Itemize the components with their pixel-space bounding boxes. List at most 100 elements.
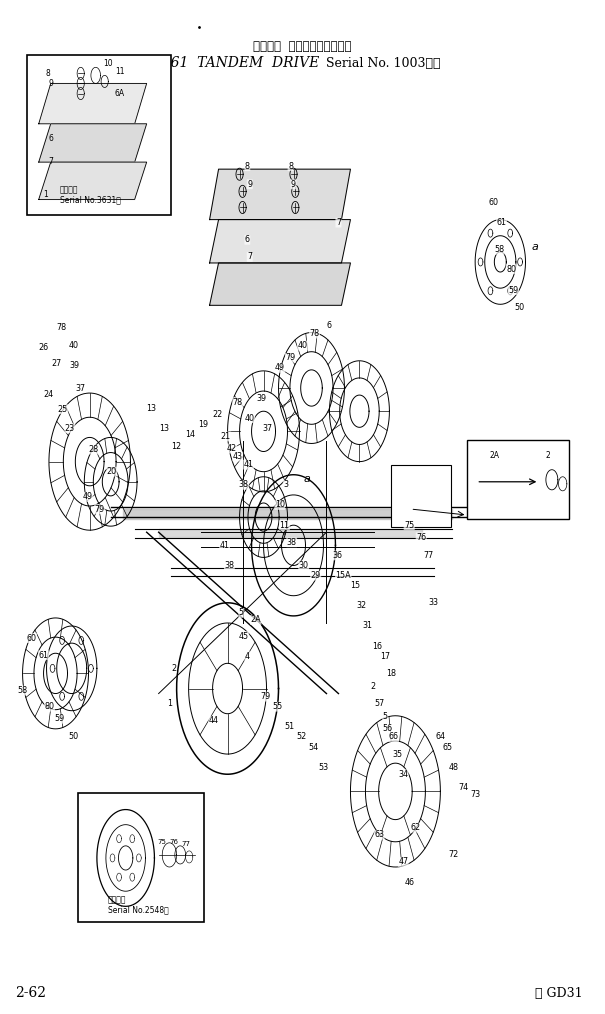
Text: 38: 38 bbox=[224, 561, 234, 570]
Text: 13: 13 bbox=[160, 424, 169, 433]
Text: 76: 76 bbox=[169, 839, 178, 845]
Text: 6: 6 bbox=[327, 321, 332, 330]
Text: Ⓑ GD31: Ⓑ GD31 bbox=[535, 987, 583, 1000]
Text: 9: 9 bbox=[48, 79, 53, 88]
Text: 15A: 15A bbox=[335, 571, 351, 580]
Text: 73: 73 bbox=[470, 790, 480, 799]
Text: 40: 40 bbox=[68, 341, 79, 350]
Text: 1: 1 bbox=[167, 699, 172, 708]
Text: 60: 60 bbox=[488, 198, 498, 207]
Text: 20: 20 bbox=[107, 467, 117, 477]
Text: 61: 61 bbox=[39, 651, 48, 660]
Text: 19: 19 bbox=[198, 420, 209, 429]
Text: 39: 39 bbox=[257, 393, 267, 403]
Text: 79: 79 bbox=[260, 693, 270, 701]
Bar bbox=[467, 440, 569, 519]
Text: 58: 58 bbox=[494, 245, 504, 255]
Text: 77: 77 bbox=[181, 841, 190, 847]
Text: 30: 30 bbox=[299, 561, 309, 570]
Text: 78: 78 bbox=[233, 397, 243, 407]
Text: 38: 38 bbox=[287, 537, 296, 547]
Text: タンデム  ドライブ（適用号機: タンデム ドライブ（適用号機 bbox=[253, 40, 352, 53]
Text: 40: 40 bbox=[245, 414, 255, 423]
Text: 38: 38 bbox=[239, 481, 249, 490]
Text: 58: 58 bbox=[17, 686, 27, 695]
Text: a: a bbox=[532, 241, 538, 251]
Text: 適用号機
Serial No.2548～: 適用号機 Serial No.2548～ bbox=[108, 895, 168, 915]
Text: 23: 23 bbox=[65, 424, 75, 433]
Text: 64: 64 bbox=[436, 732, 445, 741]
Text: 3: 3 bbox=[283, 481, 288, 490]
Text: 75: 75 bbox=[157, 839, 166, 845]
Text: 80: 80 bbox=[506, 265, 516, 274]
Text: 76: 76 bbox=[416, 532, 427, 541]
Text: 59: 59 bbox=[54, 714, 65, 723]
Text: 72: 72 bbox=[448, 851, 459, 860]
Text: 66: 66 bbox=[388, 732, 399, 741]
Text: 2A: 2A bbox=[489, 450, 499, 459]
Text: 49: 49 bbox=[275, 363, 285, 372]
Text: 2: 2 bbox=[546, 450, 551, 459]
Text: 9: 9 bbox=[291, 179, 296, 189]
Text: 49: 49 bbox=[83, 493, 93, 501]
Bar bbox=[77, 793, 204, 923]
Text: 75: 75 bbox=[404, 520, 414, 529]
Text: 79: 79 bbox=[95, 505, 105, 513]
Text: 41: 41 bbox=[244, 460, 253, 469]
Text: 35: 35 bbox=[392, 749, 402, 758]
Text: 52: 52 bbox=[296, 732, 306, 741]
Text: 21: 21 bbox=[221, 432, 231, 441]
Text: 53: 53 bbox=[318, 763, 329, 772]
Text: 50: 50 bbox=[514, 303, 525, 312]
Text: 12: 12 bbox=[172, 442, 182, 451]
Text: 32: 32 bbox=[356, 601, 366, 610]
Text: 28: 28 bbox=[89, 445, 99, 454]
Text: 60: 60 bbox=[27, 634, 36, 643]
Text: 18: 18 bbox=[386, 669, 396, 678]
Text: 59: 59 bbox=[508, 286, 518, 295]
Text: 45: 45 bbox=[239, 632, 249, 641]
Text: 11: 11 bbox=[115, 67, 125, 76]
Text: 41: 41 bbox=[220, 540, 229, 550]
Text: 63: 63 bbox=[374, 830, 384, 840]
Text: 22: 22 bbox=[212, 410, 223, 419]
Text: 8: 8 bbox=[245, 161, 250, 170]
Text: 34: 34 bbox=[398, 770, 408, 779]
Text: Fig. 261  TANDEM  DRIVE: Fig. 261 TANDEM DRIVE bbox=[130, 57, 319, 70]
Text: 80: 80 bbox=[45, 702, 54, 711]
Text: 78: 78 bbox=[56, 323, 67, 332]
Polygon shape bbox=[209, 263, 350, 305]
Text: 65: 65 bbox=[442, 742, 453, 751]
Text: 10: 10 bbox=[103, 59, 113, 68]
Text: 51: 51 bbox=[284, 722, 295, 731]
Text: 43: 43 bbox=[233, 452, 243, 461]
Text: 7: 7 bbox=[247, 252, 252, 262]
Bar bbox=[27, 55, 171, 215]
Text: 8: 8 bbox=[288, 161, 293, 170]
Text: 36: 36 bbox=[332, 551, 342, 560]
Text: 6: 6 bbox=[245, 235, 250, 244]
Text: 11: 11 bbox=[280, 520, 290, 529]
Text: 42: 42 bbox=[227, 444, 237, 453]
Text: 37: 37 bbox=[263, 424, 273, 433]
Text: 74: 74 bbox=[458, 783, 468, 792]
Text: 13: 13 bbox=[146, 404, 157, 413]
Text: a: a bbox=[304, 474, 311, 484]
Text: 39: 39 bbox=[70, 361, 80, 370]
Text: 2: 2 bbox=[171, 664, 176, 673]
Text: 79: 79 bbox=[286, 353, 296, 362]
Text: 2: 2 bbox=[371, 682, 376, 691]
Text: 6A: 6A bbox=[114, 89, 125, 98]
Text: 2-62: 2-62 bbox=[15, 986, 46, 1000]
Text: 55: 55 bbox=[272, 702, 283, 711]
Text: 46: 46 bbox=[404, 878, 414, 886]
Text: 27: 27 bbox=[51, 359, 62, 368]
Text: 40: 40 bbox=[298, 341, 307, 350]
Text: 17: 17 bbox=[380, 652, 390, 661]
Polygon shape bbox=[39, 124, 146, 162]
Text: 4: 4 bbox=[245, 652, 250, 661]
Text: 77: 77 bbox=[424, 551, 434, 560]
Text: 37: 37 bbox=[76, 383, 86, 392]
Text: Serial No. 1003～）: Serial No. 1003～） bbox=[326, 57, 440, 70]
Text: 29: 29 bbox=[310, 571, 321, 580]
